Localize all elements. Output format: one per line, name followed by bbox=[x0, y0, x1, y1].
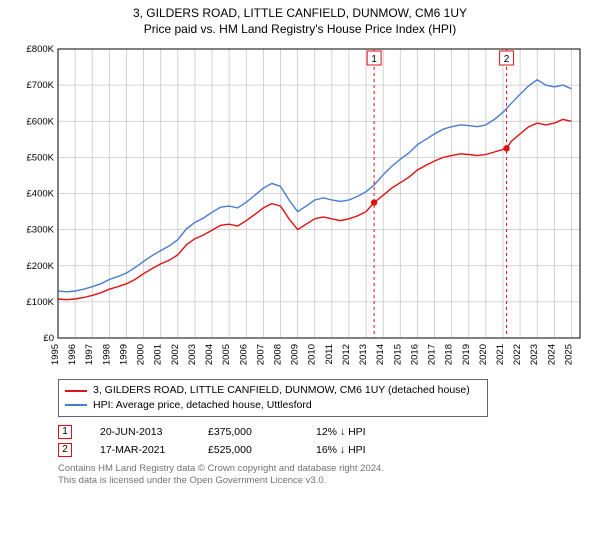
svg-text:2013: 2013 bbox=[358, 344, 369, 365]
svg-text:2006: 2006 bbox=[238, 344, 249, 365]
svg-text:1998: 1998 bbox=[101, 344, 112, 365]
svg-text:£800K: £800K bbox=[27, 44, 55, 55]
svg-text:2008: 2008 bbox=[272, 344, 283, 365]
legend-label-2: HPI: Average price, detached house, Uttl… bbox=[93, 398, 312, 413]
footnote-line-1: Contains HM Land Registry data © Crown c… bbox=[58, 463, 590, 475]
transaction-delta-2: 16% ↓ HPI bbox=[316, 444, 396, 456]
svg-text:2007: 2007 bbox=[255, 344, 266, 365]
transaction-marker-1: 1 bbox=[58, 425, 72, 439]
footnote: Contains HM Land Registry data © Crown c… bbox=[58, 463, 590, 488]
svg-text:2: 2 bbox=[504, 54, 510, 65]
svg-text:2016: 2016 bbox=[409, 344, 420, 365]
svg-text:2002: 2002 bbox=[170, 344, 181, 365]
svg-text:1999: 1999 bbox=[118, 344, 129, 365]
svg-text:£0: £0 bbox=[43, 333, 54, 344]
svg-text:2024: 2024 bbox=[546, 344, 557, 365]
transaction-price-2: £525,000 bbox=[208, 444, 288, 456]
table-row: 2 17-MAR-2021 £525,000 16% ↓ HPI bbox=[58, 443, 590, 457]
svg-text:2010: 2010 bbox=[307, 344, 318, 365]
svg-text:£600K: £600K bbox=[27, 116, 55, 127]
line-chart-svg: £0 £100K £200K £300K £400K £500K £600K £700K £80… bbox=[10, 43, 590, 368]
svg-text:2021: 2021 bbox=[495, 344, 506, 365]
title-line-1: 3, GILDERS ROAD, LITTLE CANFIELD, DUNMOW… bbox=[10, 6, 590, 22]
legend-box: 3, GILDERS ROAD, LITTLE CANFIELD, DUNMOW… bbox=[58, 379, 488, 416]
svg-text:2015: 2015 bbox=[392, 344, 403, 365]
svg-text:2023: 2023 bbox=[529, 344, 540, 365]
svg-text:£500K: £500K bbox=[27, 153, 55, 164]
svg-text:1997: 1997 bbox=[84, 344, 95, 365]
svg-text:2011: 2011 bbox=[324, 344, 335, 364]
svg-text:2019: 2019 bbox=[461, 344, 472, 365]
svg-text:1996: 1996 bbox=[67, 344, 78, 365]
svg-text:1995: 1995 bbox=[50, 344, 61, 365]
svg-text:2022: 2022 bbox=[512, 344, 523, 365]
chart-area: £0 £100K £200K £300K £400K £500K £600K £700K £80… bbox=[10, 43, 590, 373]
transaction-delta-1: 12% ↓ HPI bbox=[316, 426, 396, 438]
transaction-date-1: 20-JUN-2013 bbox=[100, 426, 180, 438]
svg-text:£300K: £300K bbox=[27, 225, 55, 236]
table-row: 1 20-JUN-2013 £375,000 12% ↓ HPI bbox=[58, 425, 590, 439]
svg-text:2005: 2005 bbox=[221, 344, 232, 365]
svg-text:£100K: £100K bbox=[27, 297, 55, 308]
svg-text:2003: 2003 bbox=[187, 344, 198, 365]
svg-text:2017: 2017 bbox=[427, 344, 438, 365]
legend-label-1: 3, GILDERS ROAD, LITTLE CANFIELD, DUNMOW… bbox=[93, 383, 470, 398]
svg-text:2018: 2018 bbox=[444, 344, 455, 365]
svg-text:2001: 2001 bbox=[153, 344, 164, 365]
legend-row-1: 3, GILDERS ROAD, LITTLE CANFIELD, DUNMOW… bbox=[65, 383, 481, 398]
transaction-date-2: 17-MAR-2021 bbox=[100, 444, 180, 456]
svg-text:2009: 2009 bbox=[290, 344, 301, 365]
legend-swatch-2 bbox=[65, 404, 87, 406]
svg-text:2004: 2004 bbox=[204, 344, 215, 365]
transaction-marker-2: 2 bbox=[58, 443, 72, 457]
svg-text:1: 1 bbox=[371, 54, 377, 65]
svg-text:£700K: £700K bbox=[27, 80, 55, 91]
title-line-2: Price paid vs. HM Land Registry's House … bbox=[10, 22, 590, 38]
footnote-line-2: This data is licensed under the Open Gov… bbox=[58, 475, 590, 487]
legend-swatch-1 bbox=[65, 390, 87, 392]
svg-text:2020: 2020 bbox=[478, 344, 489, 365]
svg-text:2014: 2014 bbox=[375, 344, 386, 365]
svg-text:2012: 2012 bbox=[341, 344, 352, 365]
legend-row-2: HPI: Average price, detached house, Uttl… bbox=[65, 398, 481, 413]
svg-text:2000: 2000 bbox=[136, 344, 147, 365]
svg-text:2025: 2025 bbox=[563, 344, 574, 365]
svg-text:£400K: £400K bbox=[27, 189, 55, 200]
transaction-table: 1 20-JUN-2013 £375,000 12% ↓ HPI 2 17-MA… bbox=[58, 425, 590, 457]
transaction-price-1: £375,000 bbox=[208, 426, 288, 438]
chart-container: 3, GILDERS ROAD, LITTLE CANFIELD, DUNMOW… bbox=[0, 0, 600, 560]
svg-text:£200K: £200K bbox=[27, 261, 55, 272]
